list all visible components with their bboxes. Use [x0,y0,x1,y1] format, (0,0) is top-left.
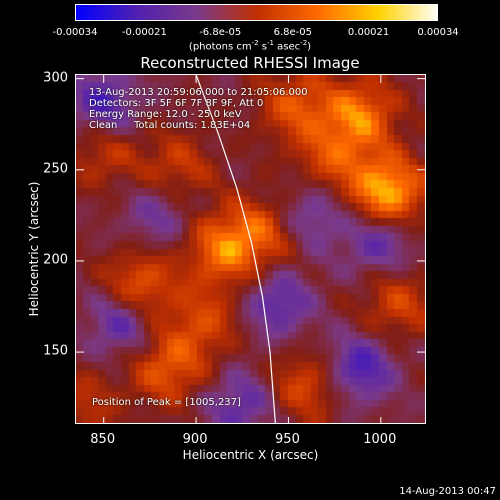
plot-overlay [76,75,425,423]
y-tick-label: 200 [43,252,68,268]
chart-title: Reconstructed RHESSI Image [140,54,360,72]
colorbar-unit: (photons cm-2 s-1 asec-2) [188,39,312,53]
x-tick-label: 1000 [363,432,397,447]
x-tick-label: 850 [90,432,116,447]
y-tick-label: 250 [43,161,68,177]
annotation-time-range: 13-Aug-2013 20:59:06.000 to 21:05:06.000 [89,87,308,98]
colorbar-gradient [76,5,437,20]
plot-area: 13-Aug-2013 20:59:06.000 to 21:05:06.000… [75,74,426,424]
annotation-total-counts: Total counts: 1.83E+04 [134,120,251,131]
colorbar-tick-label: -0.00034 [52,27,98,38]
annotation-method: Clean [89,120,118,131]
colorbar-tick-label: -0.00021 [121,27,167,38]
colorbar-tick-label: -6.8e-05 [199,27,242,38]
annotation-detectors: Detectors: 3F 5F 6F 7F 8F 9F, Att 0 [89,98,264,109]
annotation-energy-range: Energy Range: 12.0 - 25.0 keV [89,109,242,120]
colorbar-tick-label: 0.00021 [347,27,390,38]
x-axis-label: Heliocentric X (arcsec) [182,448,319,462]
heatmap-image [76,75,425,423]
colorbar-tick-label: 0.00034 [417,27,459,38]
colorbar-tick-label: 6.8e-05 [273,27,312,38]
annotation-peak-position: Position of Peak = [1005,237] [92,397,241,408]
timestamp: 14-Aug-2013 00:47 [399,486,496,497]
y-tick-label: 150 [43,343,68,359]
x-tick-label: 950 [275,432,300,447]
y-tick-label: 300 [43,70,68,86]
colorbar [75,4,438,21]
y-axis-label: Heliocentric Y (arcsec) [27,181,41,317]
solar-limb-curve [195,75,276,423]
x-tick-label: 900 [182,432,208,447]
